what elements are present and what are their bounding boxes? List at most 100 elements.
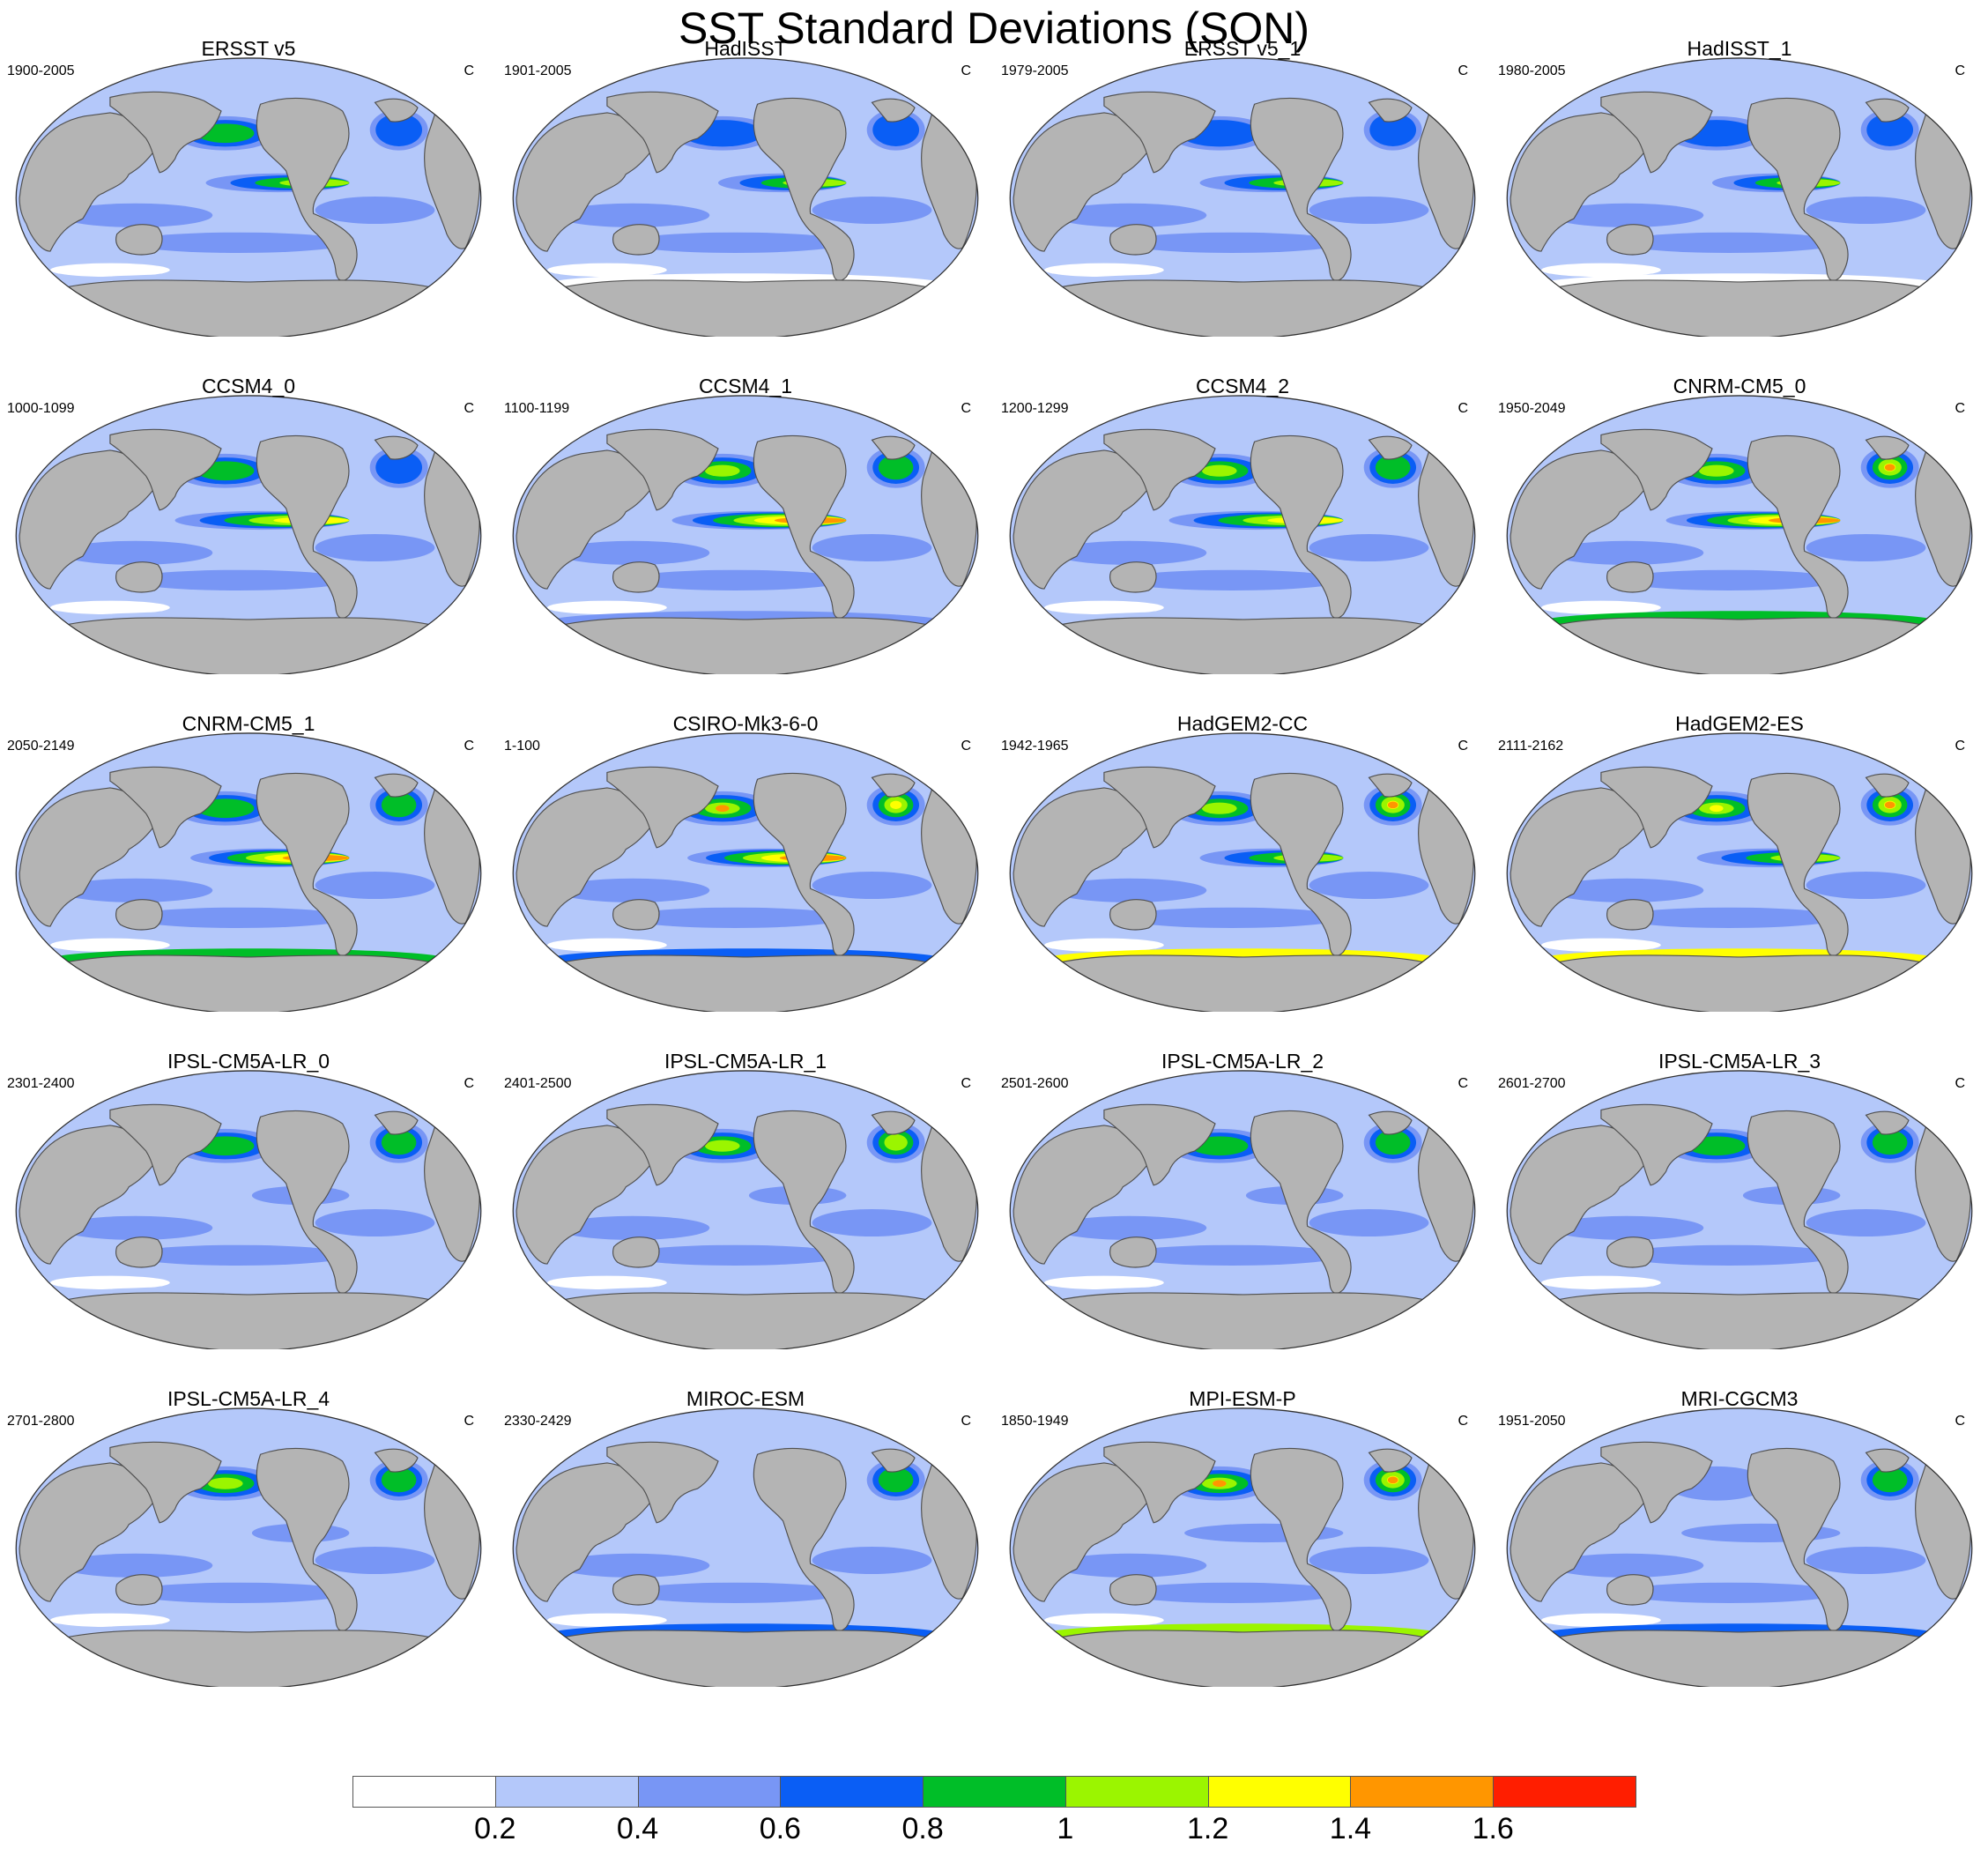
contour-band: [1806, 533, 1926, 561]
panel-period: 1980-2005: [1498, 63, 1566, 78]
panel-units: C: [961, 739, 971, 754]
land-mass: [1103, 1441, 1216, 1524]
land-mass: [1606, 224, 1654, 256]
panel-units: C: [961, 1414, 971, 1429]
land-mass: [871, 1448, 916, 1473]
contour-band: [555, 1215, 710, 1240]
panel-period: 1979-2005: [1001, 63, 1069, 78]
colorbar-swatch: [1493, 1776, 1636, 1808]
contour-band: [1052, 203, 1207, 227]
map-outline: [1009, 1070, 1476, 1349]
panel-period: 1100-1199: [504, 401, 570, 416]
map-panel: IPSL-CM5A-LR_3 2601-2700 C: [1491, 1014, 1988, 1367]
panel-title: MRI-CGCM3: [1680, 1387, 1799, 1410]
land-mass: [1051, 617, 1434, 674]
ocean-field: [513, 395, 978, 674]
contour-band: [555, 203, 710, 227]
contour-band: [50, 600, 170, 615]
land-mass: [19, 1125, 154, 1265]
north-pacific-contour: [705, 1140, 740, 1152]
land-mass: [109, 91, 222, 174]
land-mass: [109, 1103, 222, 1186]
contour-band: [1549, 540, 1704, 565]
map-plot: [512, 1407, 979, 1687]
land-mass: [1368, 1448, 1413, 1473]
contour-band: [127, 1244, 350, 1266]
map-panel: ERSST v5_1 1979-2005 C: [994, 2, 1491, 354]
land-mass: [516, 1125, 651, 1265]
land-mass: [1510, 1125, 1645, 1265]
contour-band: [50, 1275, 170, 1290]
panel-title: ERSST v5_1: [1183, 37, 1302, 60]
ocean-field: [16, 57, 481, 337]
contour-band: [1618, 1244, 1841, 1266]
panel-units: C: [961, 401, 971, 416]
land-mass: [1865, 1110, 1910, 1135]
colorbar-swatch: [1064, 1776, 1209, 1808]
contour-band: [1541, 600, 1661, 615]
land-mass: [516, 787, 651, 927]
map-plot: [512, 732, 979, 1012]
panel-units: C: [1955, 739, 1965, 754]
map-outline: [1009, 57, 1476, 337]
map-panel: MRI-CGCM3 1951-2050 C: [1491, 1352, 1988, 1704]
ocean-field: [16, 1407, 481, 1687]
map-outline: [1506, 1407, 1973, 1687]
panel-title: CCSM4_1: [698, 375, 793, 397]
land-mass: [109, 428, 222, 511]
land-mass: [1051, 279, 1434, 337]
contour-band: [547, 600, 667, 615]
land-mass: [516, 112, 651, 252]
contour-band: [1044, 600, 1164, 615]
land-mass: [1103, 91, 1216, 174]
north-atlantic-contour: [1375, 455, 1411, 480]
contour-band: [1541, 1275, 1661, 1290]
map-panel: HadGEM2-CC 1942-1965 C: [994, 677, 1491, 1029]
land-mass: [1109, 1236, 1157, 1268]
north-atlantic-contour: [1375, 1130, 1411, 1155]
contour-band: [812, 1546, 932, 1574]
map-outline: [15, 57, 482, 337]
panel-title: HadISST_1: [1687, 37, 1792, 60]
colorbar-swatch: [780, 1776, 924, 1808]
land-mass: [57, 1630, 440, 1687]
contour-band: [1549, 878, 1704, 902]
land-mass: [1013, 449, 1148, 590]
ocean-field: [1010, 732, 1475, 1012]
land-mass: [1747, 772, 1849, 956]
north-atlantic-contour: [1884, 801, 1895, 809]
map-outline: [512, 57, 979, 337]
colorbar-swatch: [352, 1776, 496, 1808]
land-mass: [1747, 1110, 1849, 1294]
map-panel: MIROC-ESM 2330-2429 C: [497, 1352, 994, 1704]
contour-band: [624, 1244, 847, 1266]
land-mass: [516, 449, 651, 590]
land-mass: [1865, 435, 1910, 460]
map-outline: [15, 732, 482, 1012]
north-atlantic-contour: [1369, 113, 1417, 146]
contour-band: [1806, 1546, 1926, 1574]
contour-band: [1121, 569, 1344, 590]
land-mass: [1548, 1292, 1931, 1349]
map-outline: [1009, 1407, 1476, 1687]
panel-period: 1200-1299: [1001, 401, 1069, 416]
map-panel: CCSM4_2 1200-1299 C: [994, 339, 1491, 692]
land-mass: [1250, 772, 1352, 956]
contour-band: [555, 540, 710, 565]
contour-band: [624, 1582, 847, 1603]
contour-band: [1121, 1244, 1344, 1266]
ocean-field: [1507, 1407, 1972, 1687]
land-mass: [1510, 1462, 1645, 1602]
contour-band: [812, 1208, 932, 1236]
panel-title: HadGEM2-CC: [1176, 712, 1309, 735]
land-mass: [1109, 561, 1157, 593]
north-atlantic-contour: [878, 1467, 914, 1493]
colorbar-tick-label: 0.4: [616, 1812, 659, 1845]
colorbar-tick-label: 0.6: [759, 1812, 801, 1845]
panel-units: C: [464, 1414, 474, 1429]
contour-band: [58, 1215, 213, 1240]
north-atlantic-contour: [1387, 801, 1398, 809]
contour-band: [1549, 203, 1704, 227]
panel-title: HadISST: [704, 37, 787, 60]
north-atlantic-contour: [884, 1134, 908, 1151]
